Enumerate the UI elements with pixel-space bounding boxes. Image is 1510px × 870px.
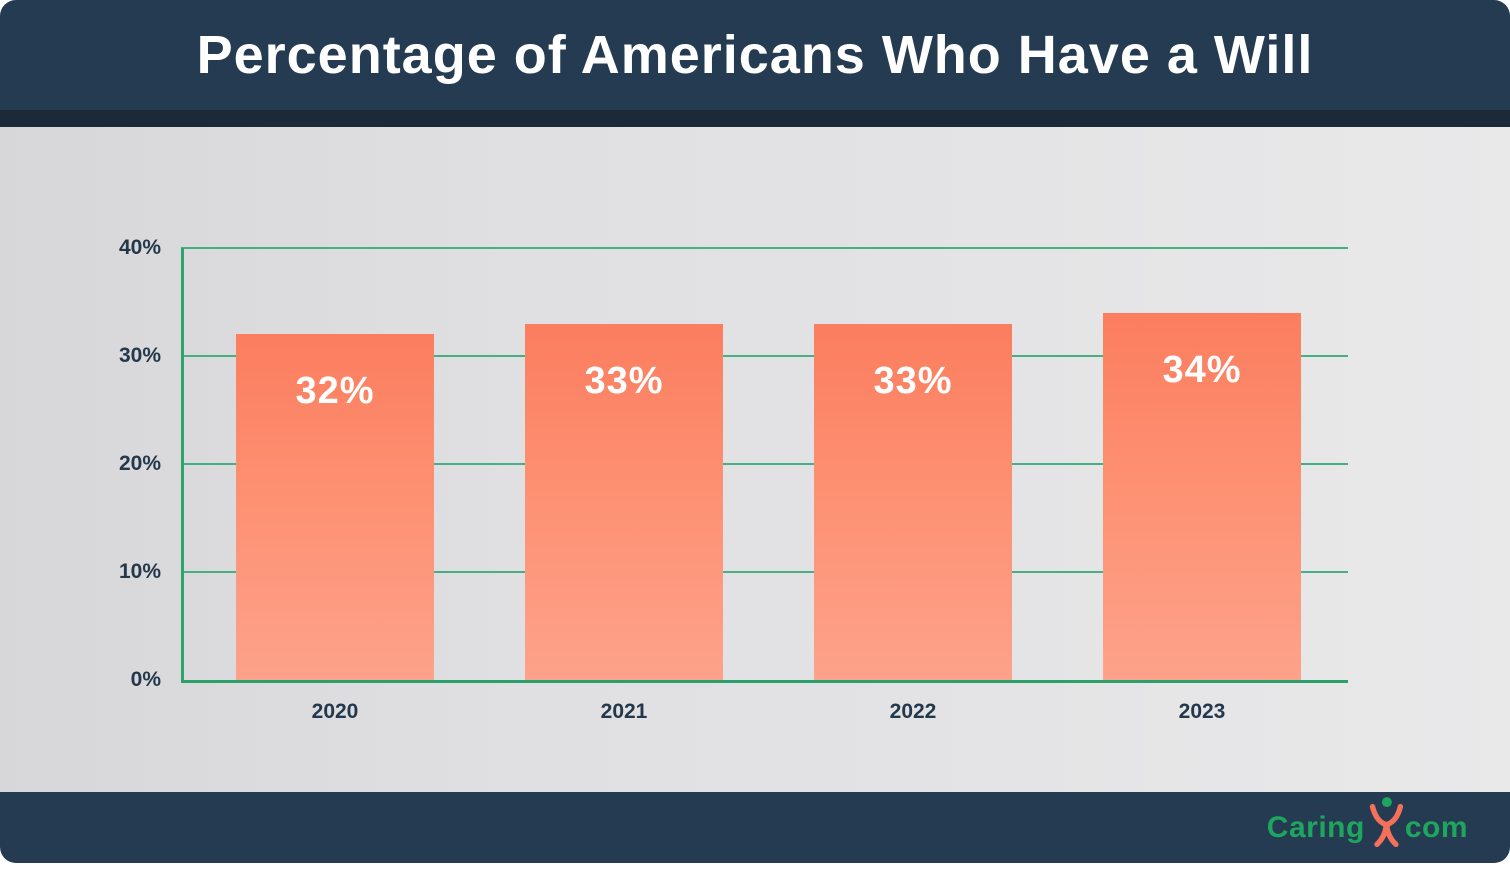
logo-text-caring: Caring xyxy=(1266,810,1365,844)
x-tick-label-2023: 2023 xyxy=(1178,700,1226,723)
bar-value-label-2022: 33% xyxy=(873,359,953,402)
caring-com-logo: Caring com xyxy=(1266,796,1468,848)
gridline-10 xyxy=(181,571,1348,573)
bar-2023: 34% xyxy=(1103,312,1301,680)
y-tick-label-20: 20% xyxy=(118,452,161,475)
page-title: Percentage of Americans Who Have a Will xyxy=(196,25,1314,85)
bar-value-label-2023: 34% xyxy=(1162,348,1242,391)
gridline-20 xyxy=(181,463,1348,465)
header: Percentage of Americans Who Have a Will xyxy=(0,0,1510,110)
plot-area: 0% 10% 20% 30% 40% 32% 2020 33% 2021 33% 2022 34% 20… xyxy=(119,236,1348,723)
logo-text-com: com xyxy=(1404,810,1468,844)
gridline-30 xyxy=(181,355,1348,357)
bar-2020: 32% xyxy=(236,334,434,680)
gridline-40 xyxy=(181,247,1348,249)
x-tick-label-2022: 2022 xyxy=(889,700,937,723)
bar-value-label-2021: 33% xyxy=(584,359,664,402)
header-accent-strip xyxy=(0,110,1510,127)
bar-2021: 33% xyxy=(525,323,723,680)
y-tick-label-40: 40% xyxy=(118,236,161,259)
y-tick-label-0: 0% xyxy=(130,668,161,691)
bar-2022: 33% xyxy=(814,323,1012,680)
y-tick-label-10: 10% xyxy=(118,560,161,583)
bar-value-label-2020: 32% xyxy=(295,370,375,413)
y-axis-line xyxy=(181,248,184,680)
x-tick-label-2020: 2020 xyxy=(311,700,359,723)
person-raised-arms-icon xyxy=(1369,796,1403,847)
y-tick-label-30: 30% xyxy=(118,344,161,367)
footer: Caring com xyxy=(0,792,1510,863)
x-tick-label-2021: 2021 xyxy=(600,700,648,723)
chart-area: 0% 10% 20% 30% 40% 32% 2020 33% 2021 33% 2022 34% 20… xyxy=(0,127,1510,792)
x-axis-line xyxy=(181,680,1348,683)
